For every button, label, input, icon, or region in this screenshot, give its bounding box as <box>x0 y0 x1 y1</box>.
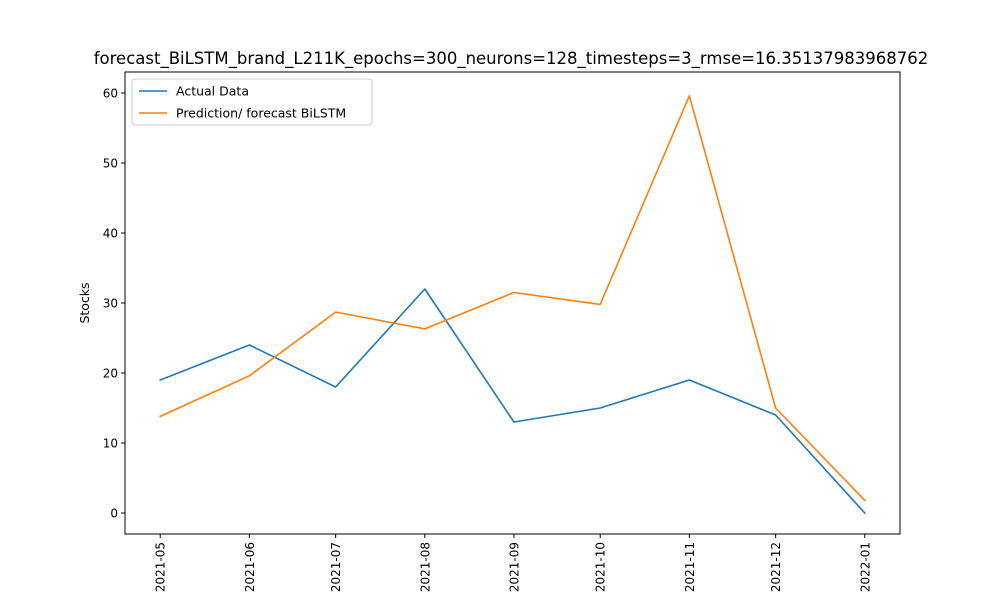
y-tick-label: 50 <box>103 156 118 170</box>
x-tick-label: 2021-07 <box>329 542 343 592</box>
y-tick-label: 30 <box>103 296 118 310</box>
legend-label: Actual Data <box>176 84 249 99</box>
x-tick-label: 2021-08 <box>418 542 432 592</box>
y-tick-label: 20 <box>103 366 118 380</box>
x-tick-label: 2021-11 <box>683 542 697 592</box>
x-tick-label: 2021-06 <box>243 542 257 592</box>
y-tick-label: 0 <box>110 506 118 520</box>
legend-label: Prediction/ forecast BiLSTM <box>176 106 346 121</box>
plot-lines <box>159 95 866 515</box>
x-tick-label: 2021-10 <box>594 542 608 592</box>
y-axis: 0 10 20 30 40 50 60 <box>103 86 125 520</box>
series-line-1 <box>159 95 866 502</box>
x-tick-label: 2021-12 <box>769 542 783 592</box>
y-tick-label: 10 <box>103 436 118 450</box>
legend: Actual Data Prediction/ forecast BiLSTM <box>131 78 373 126</box>
y-tick-label: 60 <box>103 86 118 100</box>
x-axis: 2021-05 2021-06 2021-07 2021-08 2021-09 2021-… <box>154 534 872 592</box>
y-axis-label: Stocks <box>77 282 92 323</box>
plot-frame <box>124 71 901 535</box>
legend-box <box>131 78 373 126</box>
x-tick-label: 2021-09 <box>507 542 521 592</box>
y-tick-label: 40 <box>103 226 118 240</box>
x-tick-label: 2021-05 <box>154 542 168 592</box>
x-tick-label: 2022-01 <box>858 542 872 592</box>
chart-title: forecast_BiLSTM_brand_L211K_epochs=300_n… <box>94 49 929 69</box>
series-line-0 <box>159 288 866 515</box>
